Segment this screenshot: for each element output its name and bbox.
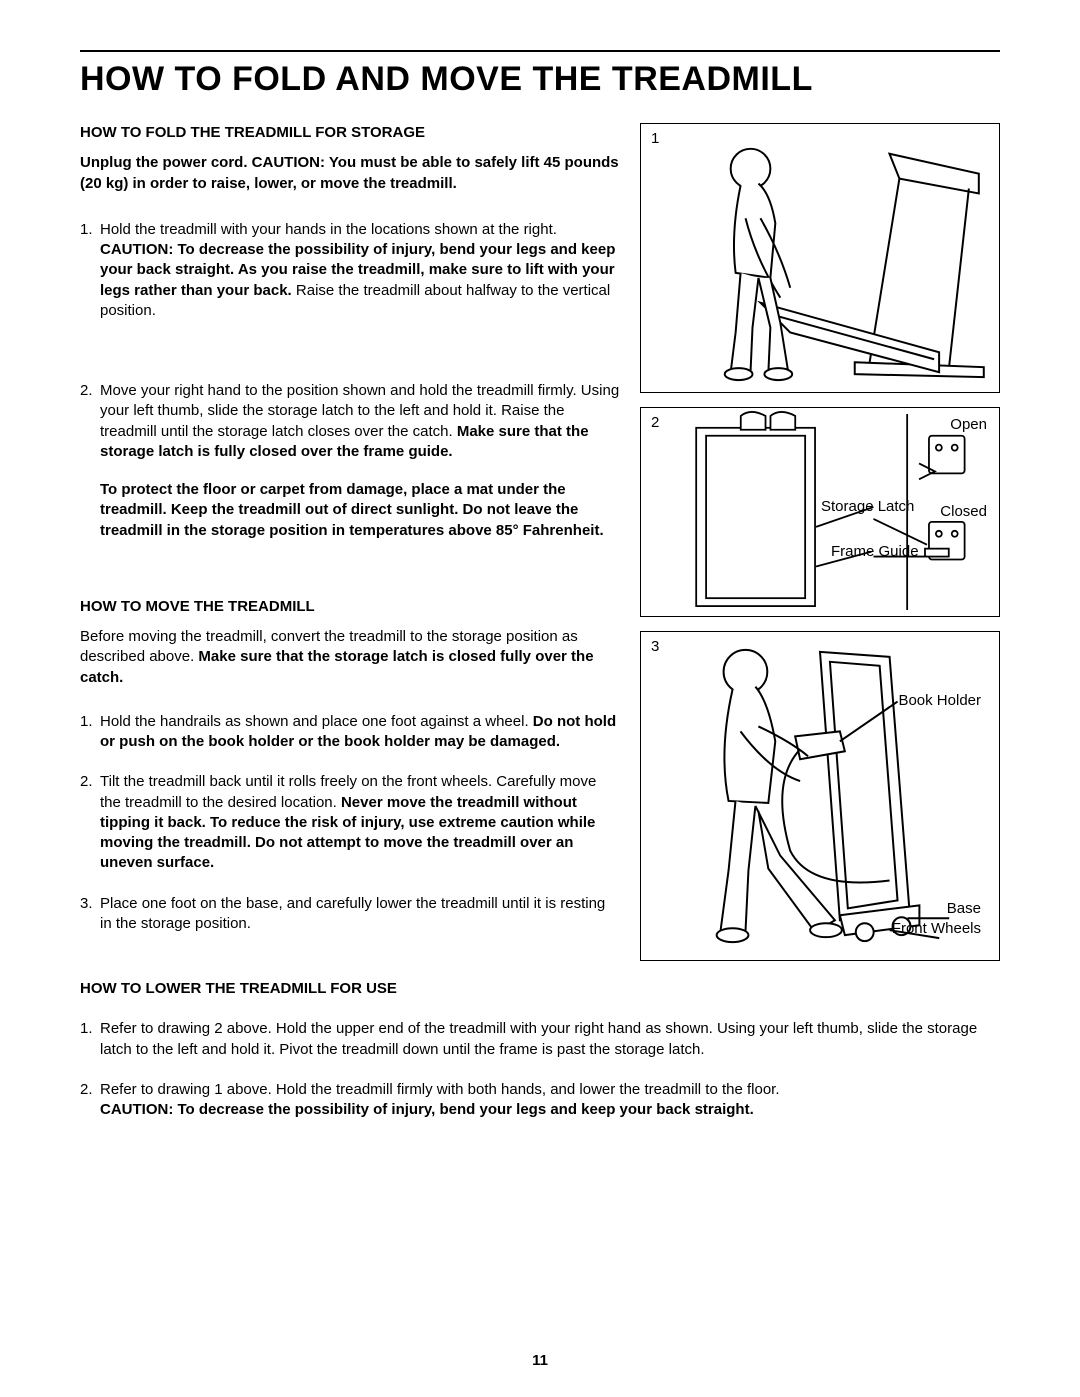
label-front-wheels: Front Wheels xyxy=(892,920,981,938)
lower-step-2: 2. Refer to drawing 1 above. Hold the tr… xyxy=(80,1080,1000,1121)
lower-heading: HOW TO LOWER THE TREADMILL FOR USE xyxy=(80,979,1000,999)
left-column: HOW TO FOLD THE TREADMILL FOR STORAGE Un… xyxy=(80,123,620,961)
text: Hold the handrails as shown and place on… xyxy=(100,713,533,730)
step-number: 1. xyxy=(80,1019,100,1060)
step-number: 2. xyxy=(80,381,100,541)
figure-3-illustration xyxy=(641,632,999,960)
step-number: 1. xyxy=(80,220,100,321)
label-book-holder: Book Holder xyxy=(898,692,981,710)
text-bold: CAUTION: To decrease the possibility of … xyxy=(100,1101,754,1118)
fold-heading: HOW TO FOLD THE TREADMILL FOR STORAGE xyxy=(80,123,620,143)
step-body: Refer to drawing 1 above. Hold the tread… xyxy=(100,1080,1000,1121)
page-number: 11 xyxy=(0,1352,1080,1369)
move-step-2: 2. Tilt the treadmill back until it roll… xyxy=(80,772,620,873)
label-open: Open xyxy=(950,416,987,434)
step-body: Hold the treadmill with your hands in th… xyxy=(100,220,620,321)
figure-3: 3 Book Holder Base Front Wheels xyxy=(640,631,1000,961)
figure-number: 1 xyxy=(651,130,659,147)
step-number: 2. xyxy=(80,772,100,873)
fold-step-2: 2. Move your right hand to the position … xyxy=(80,381,620,541)
step-body: Refer to drawing 2 above. Hold the upper… xyxy=(100,1019,1000,1060)
fold-step-1: 1. Hold the treadmill with your hands in… xyxy=(80,220,620,321)
step-body: Place one foot on the base, and carefull… xyxy=(100,894,620,935)
figure-1: 1 xyxy=(640,123,1000,393)
label-frame-guide: Frame Guide xyxy=(831,543,919,561)
figure-2: 2 Open Closed Storage Latch Frame Guide xyxy=(640,407,1000,617)
step-number: 3. xyxy=(80,894,100,935)
figure-1-illustration xyxy=(641,124,999,392)
step-number: 2. xyxy=(80,1080,100,1121)
move-heading: HOW TO MOVE THE TREADMILL xyxy=(80,597,620,617)
move-step-1: 1. Hold the handrails as shown and place… xyxy=(80,712,620,753)
move-step-3: 3. Place one foot on the base, and caref… xyxy=(80,894,620,935)
text: Hold the treadmill with your hands in th… xyxy=(100,221,557,238)
page-title: HOW TO FOLD AND MOVE THE TREADMILL xyxy=(80,60,1000,99)
label-storage-latch: Storage Latch xyxy=(821,498,914,516)
move-intro: Before moving the treadmill, convert the… xyxy=(80,627,620,688)
top-rule xyxy=(80,50,1000,52)
lower-step-1: 1. Refer to drawing 2 above. Hold the up… xyxy=(80,1019,1000,1060)
two-column-layout: HOW TO FOLD THE TREADMILL FOR STORAGE Un… xyxy=(80,123,1000,961)
step-number: 1. xyxy=(80,712,100,753)
right-column: 1 xyxy=(640,123,1000,961)
text: Refer to drawing 1 above. Hold the tread… xyxy=(100,1081,780,1098)
figure-number: 3 xyxy=(651,638,659,655)
text: Storage Latch xyxy=(821,498,914,515)
lower-section: HOW TO LOWER THE TREADMILL FOR USE 1. Re… xyxy=(80,979,1000,1120)
text: Frame Guide xyxy=(831,543,919,560)
step-body: Move your right hand to the position sho… xyxy=(100,381,620,541)
fold-intro: Unplug the power cord. CAUTION: You must… xyxy=(80,153,620,194)
text-bold: To protect the floor or carpet from dama… xyxy=(100,481,604,539)
label-base: Base xyxy=(947,900,981,918)
figure-number: 2 xyxy=(651,414,659,431)
step-body: Tilt the treadmill back until it rolls f… xyxy=(100,772,620,873)
label-closed: Closed xyxy=(940,503,987,521)
step-body: Hold the handrails as shown and place on… xyxy=(100,712,620,753)
